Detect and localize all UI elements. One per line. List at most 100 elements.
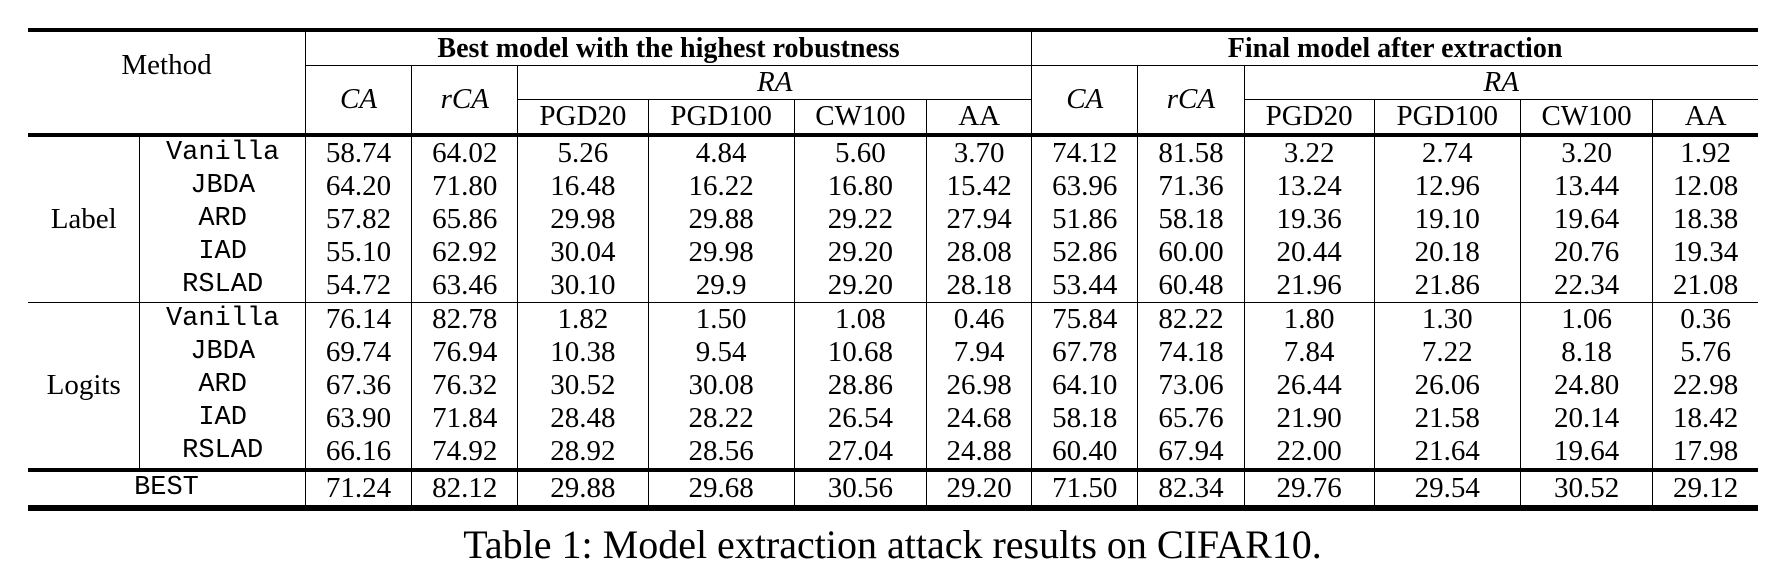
value-cell: 81.58	[1137, 133, 1245, 170]
value-cell: 28.86	[793, 369, 927, 402]
value-cell: 18.38	[1652, 203, 1758, 236]
method-name: ARD	[139, 203, 306, 236]
value-cell: 1.08	[793, 302, 927, 336]
value-cell: 7.84	[1243, 336, 1375, 369]
value-cell: 60.48	[1137, 269, 1245, 303]
value-cell: 7.94	[926, 336, 1032, 369]
table-row: Logits Vanilla 76.14 82.78 1.82 1.50 1.08 0.46 7…	[28, 302, 1758, 470]
table-row: RSLAD 54.72 63.46 30.10 29.9 29.20 28.18 53.44 6…	[28, 269, 1758, 303]
results-table-container: Method Best model with the highest robus…	[28, 28, 1758, 511]
value-cell: 16.48	[517, 170, 648, 203]
value-cell: 16.80	[793, 170, 927, 203]
value-cell: 12.08	[1652, 170, 1758, 203]
value-cell: 28.22	[647, 402, 795, 435]
value-cell: 71.36	[1137, 170, 1245, 203]
value-cell: 58.18	[1031, 402, 1138, 435]
value-cell: 18.42	[1652, 402, 1758, 435]
value-cell: 21.08	[1652, 269, 1758, 303]
table-row: RSLAD 66.16 74.92 28.92 28.56 27.04 24.88 60.40…	[28, 435, 1758, 470]
value-cell: 4.84	[647, 133, 795, 170]
value-cell: 63.96	[1031, 170, 1138, 203]
value-cell: 28.92	[517, 435, 648, 470]
best-model-header: Best model with the highest robustness	[304, 28, 1032, 66]
value-cell: 1.80	[1243, 302, 1375, 336]
attack-header: PGD100	[647, 99, 795, 135]
value-cell: 66.16	[304, 435, 412, 470]
value-cell: 19.64	[1519, 435, 1653, 470]
value-cell: 71.84	[411, 402, 518, 435]
value-cell: 82.78	[411, 302, 518, 336]
value-cell: 58.74	[304, 133, 412, 170]
value-cell: 22.98	[1652, 369, 1758, 402]
value-cell: 75.84	[1031, 302, 1138, 336]
group-label: Logits	[28, 302, 140, 470]
table-row: IAD 55.10 62.92 30.04 29.98 29.20 28.08 52.86 60…	[28, 236, 1758, 269]
value-cell: 52.86	[1031, 236, 1138, 269]
value-cell: 28.56	[647, 435, 795, 470]
value-cell: 30.08	[647, 369, 795, 402]
attack-header: PGD100	[1373, 99, 1521, 135]
value-cell: 20.14	[1519, 402, 1653, 435]
value-cell: 5.76	[1652, 336, 1758, 369]
value-cell: 29.20	[793, 269, 927, 303]
value-cell: 0.36	[1652, 302, 1758, 336]
value-cell: 2.74	[1373, 133, 1521, 170]
method-name: RSLAD	[139, 435, 306, 470]
value-cell: 22.00	[1243, 435, 1375, 470]
table-row: ARD 57.82 65.86 29.98 29.88 29.22 27.94 51.86 58…	[28, 203, 1758, 236]
method-header-spacer	[28, 100, 305, 136]
attack-header: PGD20	[517, 99, 648, 135]
value-cell: 29.68	[647, 468, 795, 511]
ra-header: RA	[517, 65, 1032, 100]
value-cell: 1.06	[1519, 302, 1653, 336]
value-cell: 26.44	[1243, 369, 1375, 402]
value-cell: 30.56	[793, 468, 927, 511]
method-name: BEST	[28, 468, 306, 511]
value-cell: 3.70	[926, 133, 1032, 170]
value-cell: 30.10	[517, 269, 648, 303]
value-cell: 28.08	[926, 236, 1032, 269]
value-cell: 21.86	[1373, 269, 1521, 303]
value-cell: 10.38	[517, 336, 648, 369]
value-cell: 53.44	[1031, 269, 1138, 303]
value-cell: 29.54	[1373, 468, 1521, 511]
method-name: JBDA	[139, 170, 306, 203]
value-cell: 20.76	[1519, 236, 1653, 269]
table-row: Label Vanilla 58.74 64.02 5.26 4.84 5.60 3.70 74…	[28, 133, 1758, 303]
rca-header: rCA	[411, 65, 518, 135]
value-cell: 29.88	[647, 203, 795, 236]
value-cell: 71.80	[411, 170, 518, 203]
value-cell: 74.12	[1031, 133, 1138, 170]
value-cell: 29.22	[793, 203, 927, 236]
value-cell: 20.44	[1243, 236, 1375, 269]
value-cell: 17.98	[1652, 435, 1758, 470]
value-cell: 28.48	[517, 402, 648, 435]
value-cell: 29.88	[517, 468, 648, 511]
method-name: JBDA	[139, 336, 306, 369]
value-cell: 3.20	[1519, 133, 1653, 170]
value-cell: 24.88	[926, 435, 1032, 470]
value-cell: 1.92	[1652, 133, 1758, 170]
value-cell: 60.40	[1031, 435, 1138, 470]
value-cell: 55.10	[304, 236, 412, 269]
value-cell: 26.06	[1373, 369, 1521, 402]
value-cell: 51.86	[1031, 203, 1138, 236]
value-cell: 30.52	[517, 369, 648, 402]
value-cell: 76.32	[411, 369, 518, 402]
value-cell: 20.18	[1373, 236, 1521, 269]
value-cell: 29.20	[793, 236, 927, 269]
value-cell: 29.12	[1652, 468, 1758, 511]
value-cell: 21.90	[1243, 402, 1375, 435]
value-cell: 5.26	[517, 133, 648, 170]
method-name: Vanilla	[139, 133, 306, 170]
value-cell: 29.20	[926, 468, 1032, 511]
method-name: Vanilla	[139, 302, 306, 336]
method-name: RSLAD	[139, 269, 306, 303]
table-row: IAD 63.90 71.84 28.48 28.22 26.54 24.68 58.18 65…	[28, 402, 1758, 435]
value-cell: 19.34	[1652, 236, 1758, 269]
value-cell: 27.94	[926, 203, 1032, 236]
attack-header: CW100	[793, 99, 927, 135]
table-caption: Table 1: Model extraction attack results…	[463, 522, 1322, 567]
method-name: IAD	[139, 236, 306, 269]
value-cell: 29.98	[517, 203, 648, 236]
